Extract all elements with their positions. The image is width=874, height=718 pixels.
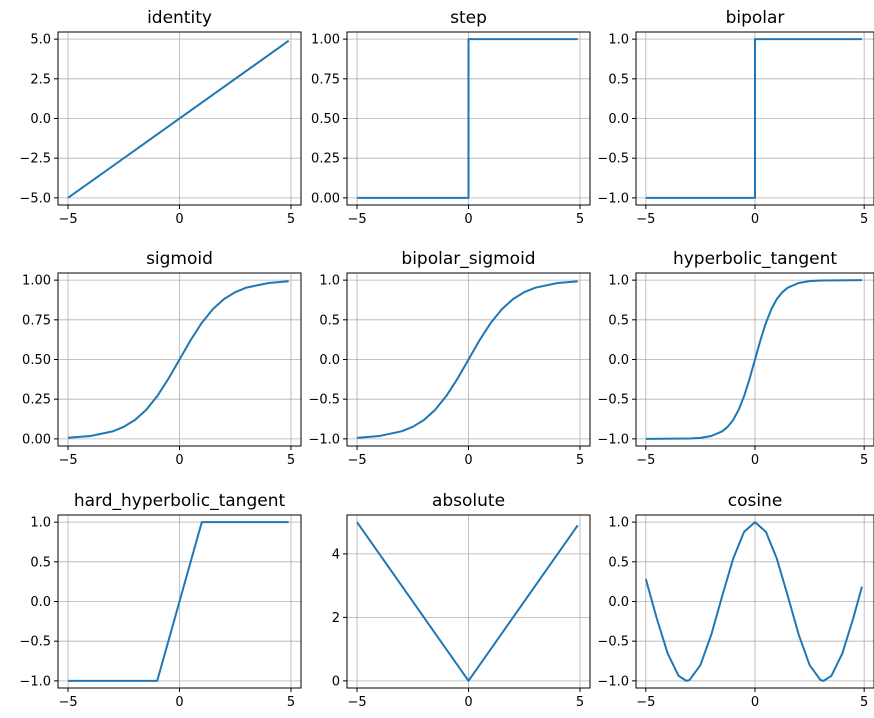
x-tick-label: −5: [636, 453, 655, 468]
subplot-title: cosine: [728, 491, 783, 511]
subplot-title: bipolar_sigmoid: [401, 249, 535, 269]
x-tick-label: 0: [175, 453, 183, 468]
x-tick-label: 5: [576, 453, 584, 468]
x-tick-label: −5: [58, 453, 77, 468]
series-line: [645, 38, 862, 199]
y-tick-label: 0.00: [311, 191, 340, 206]
series-line: [356, 521, 579, 682]
x-tick-label: 0: [175, 212, 183, 227]
x-tick-label: −5: [636, 695, 655, 710]
subplot-absolute: −5 0 5 0 2 4 absolute: [332, 491, 591, 710]
series-line: [645, 279, 862, 440]
y-tick-label: 0.5: [608, 555, 629, 570]
x-tick-label: 0: [175, 695, 183, 710]
subplot-title: bipolar: [726, 8, 785, 28]
x-tick-label: −5: [58, 695, 77, 710]
subplot-hard-hyperbolic-tangent: −5 0 5 −1.0 −0.5 0.0 0.5 1.0 hard_hyperbolic_tan…: [19, 491, 302, 710]
y-tick-label: 1.0: [608, 33, 629, 48]
y-tick-label: 1.00: [311, 33, 340, 48]
subplot-title: hyperbolic_tangent: [673, 249, 837, 269]
y-tick-label: −1.0: [19, 674, 51, 689]
x-tick-label: −5: [347, 212, 366, 227]
y-tick-label: 4: [332, 547, 340, 562]
x-tick-label: 0: [464, 212, 472, 227]
y-tick-label: −0.5: [597, 393, 629, 408]
y-tick-label: 0.0: [608, 595, 629, 610]
y-tick-label: 1.0: [319, 274, 340, 289]
subplot-title: sigmoid: [146, 249, 213, 269]
subplot-cosine: −5 0 5 −1.0 −0.5 0.0 0.5 1.0 cosine: [597, 491, 874, 710]
y-tick-label: 0.0: [30, 112, 51, 127]
y-tick-label: −1.0: [597, 191, 629, 206]
x-tick-label: 0: [751, 212, 759, 227]
subplot-bipolar-sigmoid: −5 0 5 −1.0 −0.5 0.0 0.5 1.0 bipolar_sigmoid: [308, 249, 591, 468]
x-tick-label: 5: [576, 695, 584, 710]
y-tick-label: 2: [332, 611, 340, 626]
x-tick-label: −5: [347, 695, 366, 710]
y-tick-label: −0.5: [308, 393, 340, 408]
y-tick-label: 0: [332, 674, 340, 689]
subplot-title: step: [450, 8, 487, 28]
x-tick-label: −5: [636, 212, 655, 227]
y-tick-label: 0.00: [22, 432, 51, 447]
y-tick-label: −1.0: [308, 432, 340, 447]
x-tick-label: 5: [576, 212, 584, 227]
subplot-bipolar: −5 0 5 −1.0 −0.5 0.0 0.5 1.0 bipolar: [597, 8, 874, 227]
y-tick-label: 0.25: [22, 393, 51, 408]
x-tick-label: 5: [860, 695, 868, 710]
y-tick-label: 0.5: [608, 313, 629, 328]
series-line: [644, 521, 863, 682]
y-tick-label: 0.75: [311, 72, 340, 87]
y-tick-label: 0.0: [319, 353, 340, 368]
y-tick-label: −1.0: [597, 432, 629, 447]
subplot-identity: −5 0 5 −5.0 −2.5 0.0 2.5 5.0 identity: [19, 8, 302, 227]
subplot-title: hard_hyperbolic_tangent: [74, 491, 286, 511]
series-line: [357, 38, 578, 199]
y-tick-label: −0.5: [597, 635, 629, 650]
x-tick-label: 0: [464, 453, 472, 468]
x-tick-label: 5: [287, 695, 295, 710]
y-tick-label: −0.5: [597, 152, 629, 167]
x-tick-label: 0: [464, 695, 472, 710]
x-tick-label: −5: [58, 212, 77, 227]
subplot-title: absolute: [432, 491, 505, 511]
series-line: [67, 39, 290, 199]
y-tick-label: 0.5: [30, 555, 51, 570]
subplot-step: −5 0 5 0.00 0.25 0.50 0.75 1.00 step: [311, 8, 591, 227]
y-tick-label: 1.0: [608, 274, 629, 289]
y-tick-label: 0.0: [608, 112, 629, 127]
series-line: [68, 521, 289, 682]
x-tick-label: 5: [860, 212, 868, 227]
y-tick-label: −0.5: [19, 635, 51, 650]
y-tick-label: 0.5: [608, 72, 629, 87]
y-tick-label: 0.50: [311, 112, 340, 127]
y-tick-label: −1.0: [597, 674, 629, 689]
series-line: [67, 280, 289, 439]
y-tick-label: −2.5: [19, 152, 51, 167]
x-tick-label: 5: [287, 212, 295, 227]
x-tick-label: 0: [751, 453, 759, 468]
y-tick-label: 0.75: [22, 313, 51, 328]
series-line: [356, 280, 578, 439]
x-tick-label: 5: [287, 453, 295, 468]
y-tick-label: 2.5: [30, 72, 51, 87]
x-tick-label: 0: [751, 695, 759, 710]
y-tick-label: 0.25: [311, 152, 340, 167]
x-tick-label: 5: [860, 453, 868, 468]
y-tick-label: 0.0: [30, 595, 51, 610]
y-tick-label: 0.5: [319, 313, 340, 328]
y-tick-label: 1.00: [22, 274, 51, 289]
y-tick-label: 0.0: [608, 353, 629, 368]
subplot-hyperbolic-tangent: −5 0 5 −1.0 −0.5 0.0 0.5 1.0 hyperbolic_tangent: [597, 249, 874, 468]
x-tick-label: −5: [347, 453, 366, 468]
subplot-title: identity: [147, 8, 212, 28]
y-tick-label: 5.0: [30, 33, 51, 48]
y-tick-label: 1.0: [30, 516, 51, 531]
y-tick-label: −5.0: [19, 191, 51, 206]
y-tick-label: 1.0: [608, 516, 629, 531]
subplot-sigmoid: −5 0 5 0.00 0.25 0.50 0.75 1.00 sigmoid: [22, 249, 302, 468]
y-tick-label: 0.50: [22, 353, 51, 368]
